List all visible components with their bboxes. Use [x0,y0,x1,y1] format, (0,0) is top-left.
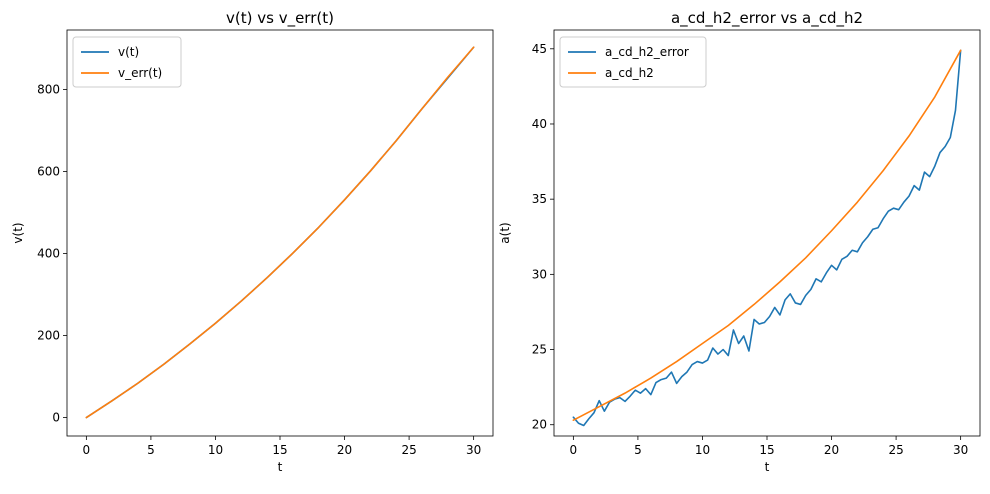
chart-1: 0 5 10 15 20 25 30 0 200 400 600 800 v(t) vs v_err(t… [11,9,494,474]
x-tick-label: 10 [695,443,710,457]
x-tick-label: 25 [401,443,416,457]
x-tick-label: 20 [337,443,352,457]
y-tick-label: 45 [532,42,547,56]
legend-frame [559,36,707,88]
legend-label-2: a_cd_h2 [605,66,654,80]
chart-title: v(t) vs v_err(t) [226,9,334,28]
legend-label-1: a_cd_h2_error [605,45,689,59]
x-tick-label: 15 [759,443,774,457]
y-tick-label: 40 [532,117,547,131]
y-tick-label: 35 [532,192,547,206]
legend: v(t) v_err(t) [72,36,182,88]
y-axis-label: v(t) [11,222,25,243]
x-tick-label: 30 [953,443,968,457]
x-axis-label: t [765,460,770,474]
y-tick-label: 25 [532,343,547,357]
x-tick-label: 25 [888,443,903,457]
chart-2: 0 5 10 15 20 25 30 20 25 30 35 40 45 a_cd_h2_error vs… [498,9,981,474]
x-tick-label: 5 [147,443,155,457]
y-tick-label: 400 [37,247,60,261]
y-tick-label: 200 [37,329,60,343]
x-tick-label: 10 [208,443,223,457]
axes-frame [553,29,981,437]
series-line-2 [85,46,475,419]
y-tick-label: 600 [37,164,60,178]
x-tick-label: 0 [570,443,578,457]
y-tick-label: 800 [37,82,60,96]
chart-title: a_cd_h2_error vs a_cd_h2 [671,9,863,28]
series-line-1 [572,49,962,427]
x-tick-label: 0 [83,443,91,457]
x-tick-label: 15 [272,443,287,457]
legend: a_cd_h2_error a_cd_h2 [559,36,707,88]
x-tick-label: 20 [824,443,839,457]
axes-frame [66,29,494,437]
x-tick-label: 30 [466,443,481,457]
y-tick-label: 30 [532,267,547,281]
x-tick-label: 5 [634,443,642,457]
legend-label-2: v_err(t) [118,66,162,80]
x-axis-label: t [278,460,283,474]
y-axis-label: a(t) [498,222,512,243]
legend-frame [72,36,182,88]
series-line-1 [85,46,475,419]
y-tick-label: 0 [52,411,60,425]
legend-label-1: v(t) [118,45,139,59]
y-tick-label: 20 [532,418,547,432]
series-line-2 [572,49,962,422]
